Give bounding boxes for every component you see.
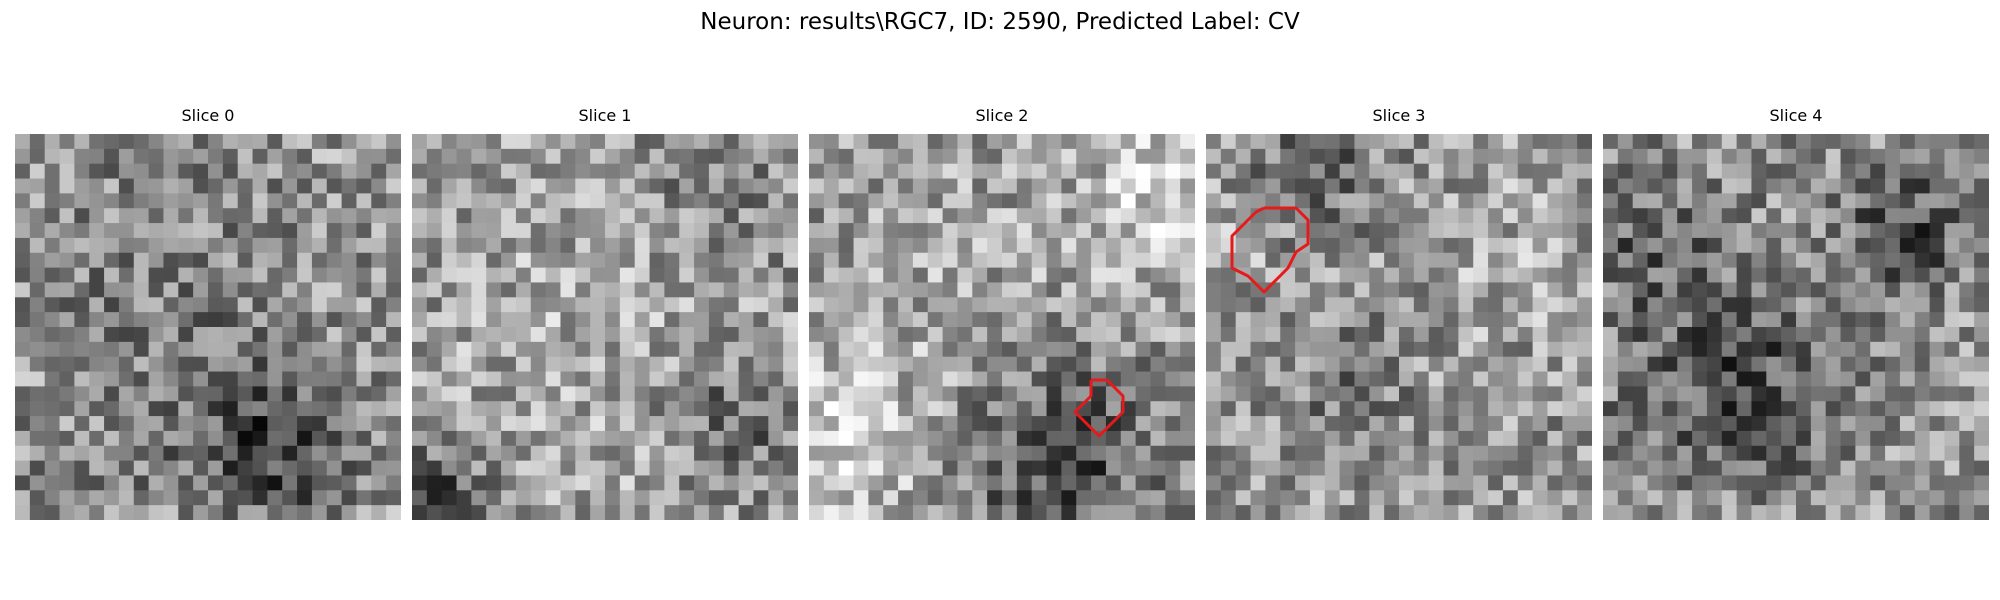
slice-image-2	[809, 134, 1195, 520]
roi-outline-2	[1073, 378, 1125, 438]
slice-title-2: Slice 2	[975, 106, 1029, 125]
slice-image-0	[15, 134, 401, 520]
roi-outline-3	[1230, 206, 1310, 294]
slice-title-4: Slice 4	[1769, 106, 1823, 125]
slice-title-0: Slice 0	[181, 106, 235, 125]
slice-panel-1: Slice 1	[412, 106, 798, 520]
slice-image-1	[412, 134, 798, 520]
slice-image-4	[1603, 134, 1989, 520]
figure-title: Neuron: results\RGC7, ID: 2590, Predicte…	[700, 9, 1300, 35]
slice-panel-2: Slice 2	[809, 106, 1195, 520]
slice-panel-4: Slice 4	[1603, 106, 1989, 520]
slice-image-3	[1206, 134, 1592, 520]
slice-title-1: Slice 1	[578, 106, 632, 125]
slice-panel-0: Slice 0	[15, 106, 401, 520]
slice-title-3: Slice 3	[1372, 106, 1426, 125]
slice-panel-3: Slice 3	[1206, 106, 1592, 520]
